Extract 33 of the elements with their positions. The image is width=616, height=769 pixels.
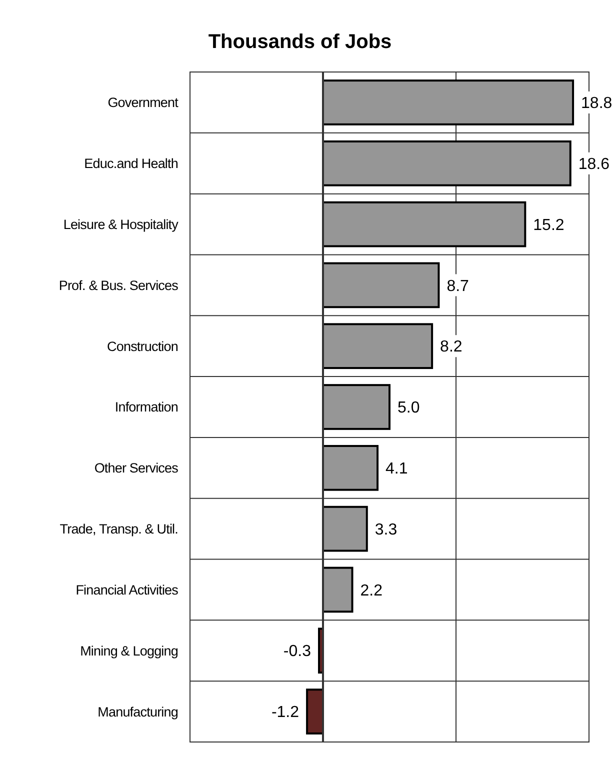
chart-title: Thousands of Jobs bbox=[208, 31, 392, 53]
bar bbox=[322, 140, 572, 186]
y-tick-label: Trade, Transp. & Util. bbox=[60, 522, 178, 537]
y-tick-label: Construction bbox=[107, 338, 178, 354]
y-tick-label: Educ.and Health bbox=[84, 156, 178, 172]
y-tick-label: Financial Activities bbox=[76, 582, 179, 598]
bar bbox=[322, 262, 440, 308]
data-label: 18.6 bbox=[578, 156, 610, 173]
data-label: 5.0 bbox=[398, 400, 420, 417]
y-tick-label: Mining & Logging bbox=[80, 643, 178, 658]
y-tick-label: Prof. & Bus. Services bbox=[58, 278, 179, 293]
bar bbox=[322, 384, 390, 430]
data-label: 8.2 bbox=[440, 338, 462, 356]
y-tick-label: Manufacturing bbox=[98, 704, 178, 720]
y-tick-label: Government bbox=[108, 95, 179, 110]
data-label: 8.7 bbox=[446, 278, 470, 295]
bar bbox=[322, 323, 434, 370]
y-tick-label: Information bbox=[114, 400, 178, 415]
bar bbox=[322, 444, 379, 491]
data-label: -0.3 bbox=[283, 643, 312, 660]
data-label: -1.2 bbox=[271, 704, 300, 722]
bar bbox=[322, 506, 368, 552]
data-label: 4.1 bbox=[386, 460, 408, 478]
data-label: 2.2 bbox=[360, 582, 383, 600]
data-label: 18.8 bbox=[581, 95, 612, 112]
y-tick-label: Other Services bbox=[94, 460, 179, 476]
bar bbox=[322, 201, 526, 248]
bar bbox=[322, 80, 574, 126]
data-label: 15.2 bbox=[533, 216, 564, 234]
bar bbox=[306, 688, 324, 734]
bar bbox=[322, 566, 354, 613]
data-label: 3.3 bbox=[374, 521, 398, 538]
y-tick-label: Leisure & Hospitality bbox=[63, 217, 179, 232]
